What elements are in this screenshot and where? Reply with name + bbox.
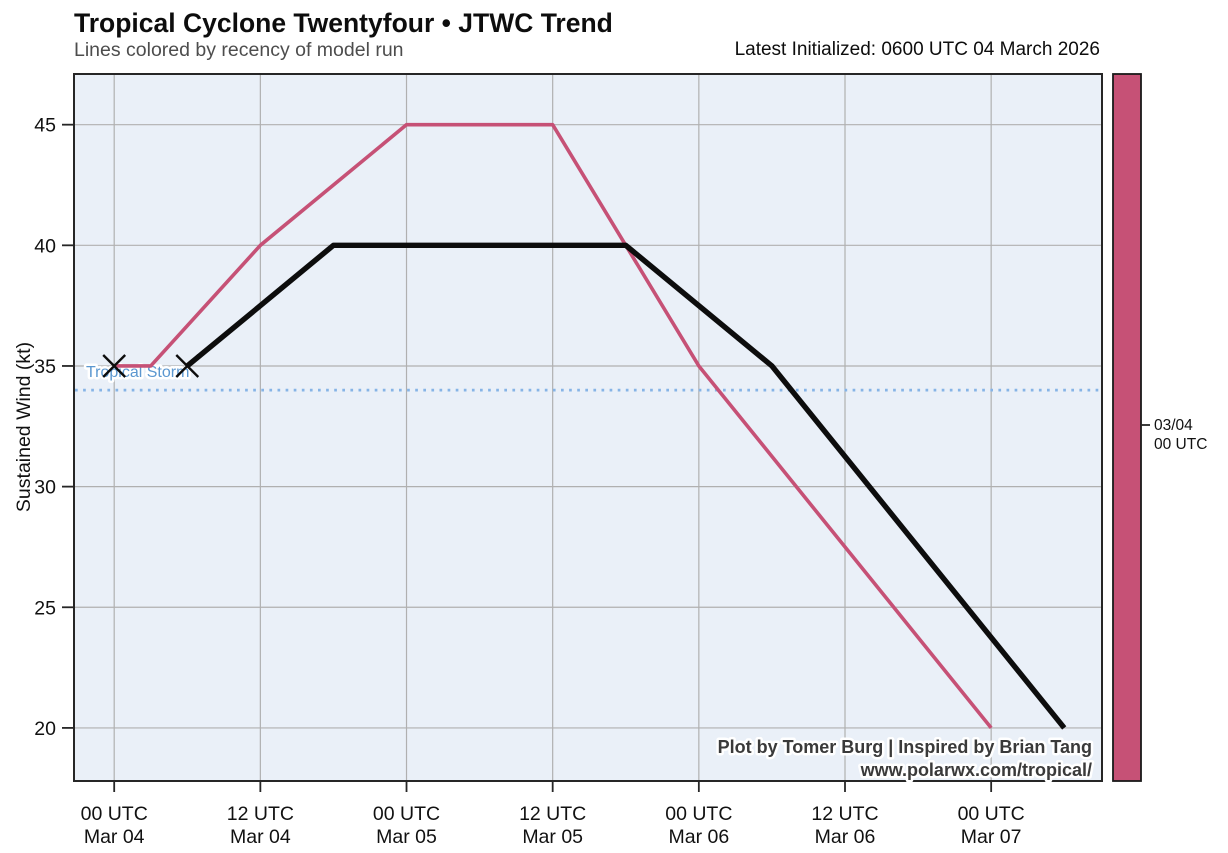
credit-url: www.polarwx.com/tropical/: [860, 760, 1092, 780]
page-title: Tropical Cyclone Twentyfour • JTWC Trend: [74, 8, 613, 38]
y-tick-label: 45: [34, 115, 56, 137]
colorbar-tick-label-line1: 03/04: [1154, 417, 1193, 434]
y-tick-label: 35: [34, 356, 56, 378]
latest-initialized-label: Latest Initialized: 0600 UTC 04 March 20…: [735, 39, 1100, 60]
y-axis: 20 25 30 35 40 45: [34, 115, 74, 740]
x-tick-label-date: Mar 07: [961, 826, 1022, 848]
y-tick-label: 40: [34, 235, 56, 257]
x-tick-label-time: 00 UTC: [81, 803, 148, 825]
y-tick-label: 20: [34, 718, 56, 740]
gridlines: [74, 74, 1102, 781]
x-tick-label-date: Mar 06: [815, 826, 876, 848]
y-axis-title: Sustained Wind (kt): [13, 342, 35, 512]
plot-border: [73, 73, 1103, 782]
tropical-storm-label: Tropical Storm: [86, 364, 189, 381]
x-tick-label-time: 00 UTC: [958, 803, 1025, 825]
forecast-line: [114, 122, 993, 730]
y-tick-label: 30: [34, 477, 56, 499]
chart-subtitle: Lines colored by recency of model run: [74, 39, 404, 61]
forecast-lines: [114, 122, 1067, 730]
x-tick-label-date: Mar 05: [522, 826, 583, 848]
run-start-markers: [102, 354, 200, 378]
plot-area: [74, 74, 1102, 781]
x-tick-label-date: Mar 05: [376, 826, 437, 848]
x-tick-label-date: Mar 06: [668, 826, 729, 848]
x-tick-label-time: 00 UTC: [373, 803, 440, 825]
credit-line: Plot by Tomer Burg | Inspired by Brian T…: [718, 737, 1092, 757]
run-start-x-marker: [175, 354, 200, 378]
x-tick-label-time: 12 UTC: [227, 803, 294, 825]
x-tick-label-date: Mar 04: [230, 826, 291, 848]
y-tick-label: 25: [34, 597, 56, 619]
x-tick-label-date: Mar 04: [84, 826, 145, 848]
run-start-x-marker: [102, 354, 127, 378]
forecast-line: [185, 242, 1067, 730]
x-tick-label-time: 12 UTC: [811, 803, 878, 825]
x-tick-label-time: 00 UTC: [665, 803, 732, 825]
recency-colorbar: [1112, 73, 1142, 782]
x-tick-label-time: 12 UTC: [519, 803, 586, 825]
colorbar-tick-label-line2: 00 UTC: [1154, 436, 1207, 453]
